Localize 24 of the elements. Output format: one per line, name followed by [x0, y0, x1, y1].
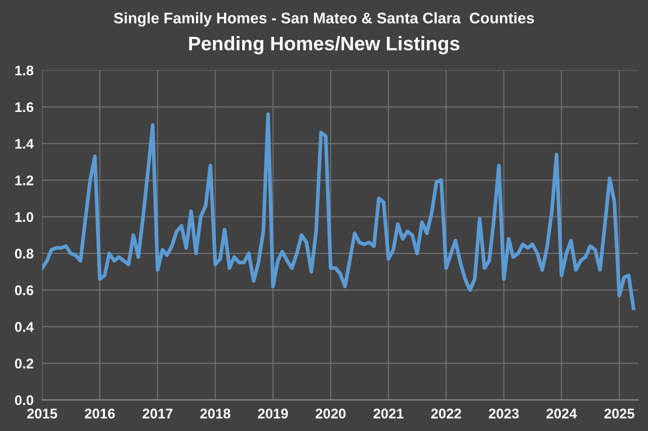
x-tick-label: 2023	[488, 408, 519, 419]
y-tick-label: 1.2	[15, 175, 34, 186]
x-tick-label: 2022	[431, 408, 462, 419]
x-tick-label: 2021	[374, 408, 404, 419]
y-tick-label: 1.4	[15, 139, 34, 149]
y-tick-label: 1.0	[15, 212, 34, 222]
x-tick-label: 2017	[142, 408, 172, 419]
chart-subtitle: Pending Homes/New Listings	[189, 36, 460, 54]
x-tick-label: 2025	[604, 408, 634, 419]
x-tick-label: 2015	[27, 408, 58, 419]
y-tick-label: 0.2	[15, 358, 34, 368]
y-tick-label: 0.6	[15, 285, 34, 296]
x-tick-label: 2018	[200, 408, 230, 419]
y-tick-label: 0.8	[15, 248, 34, 259]
x-tick-label: 2024	[546, 408, 577, 419]
y-tick-label: 0.4	[15, 322, 34, 332]
chart-title: Single Family Homes - San Mateo & Santa Clara Counties	[114, 12, 534, 27]
x-tick-label: 2016	[84, 408, 115, 419]
y-tick-label: 0.0	[15, 395, 34, 406]
line-series	[42, 112, 636, 310]
x-tick-label: 2020	[316, 408, 346, 419]
y-tick-label: 1.8	[15, 66, 34, 76]
y-tick-label: 1.6	[15, 102, 34, 112]
x-tick-label: 2019	[258, 408, 288, 419]
